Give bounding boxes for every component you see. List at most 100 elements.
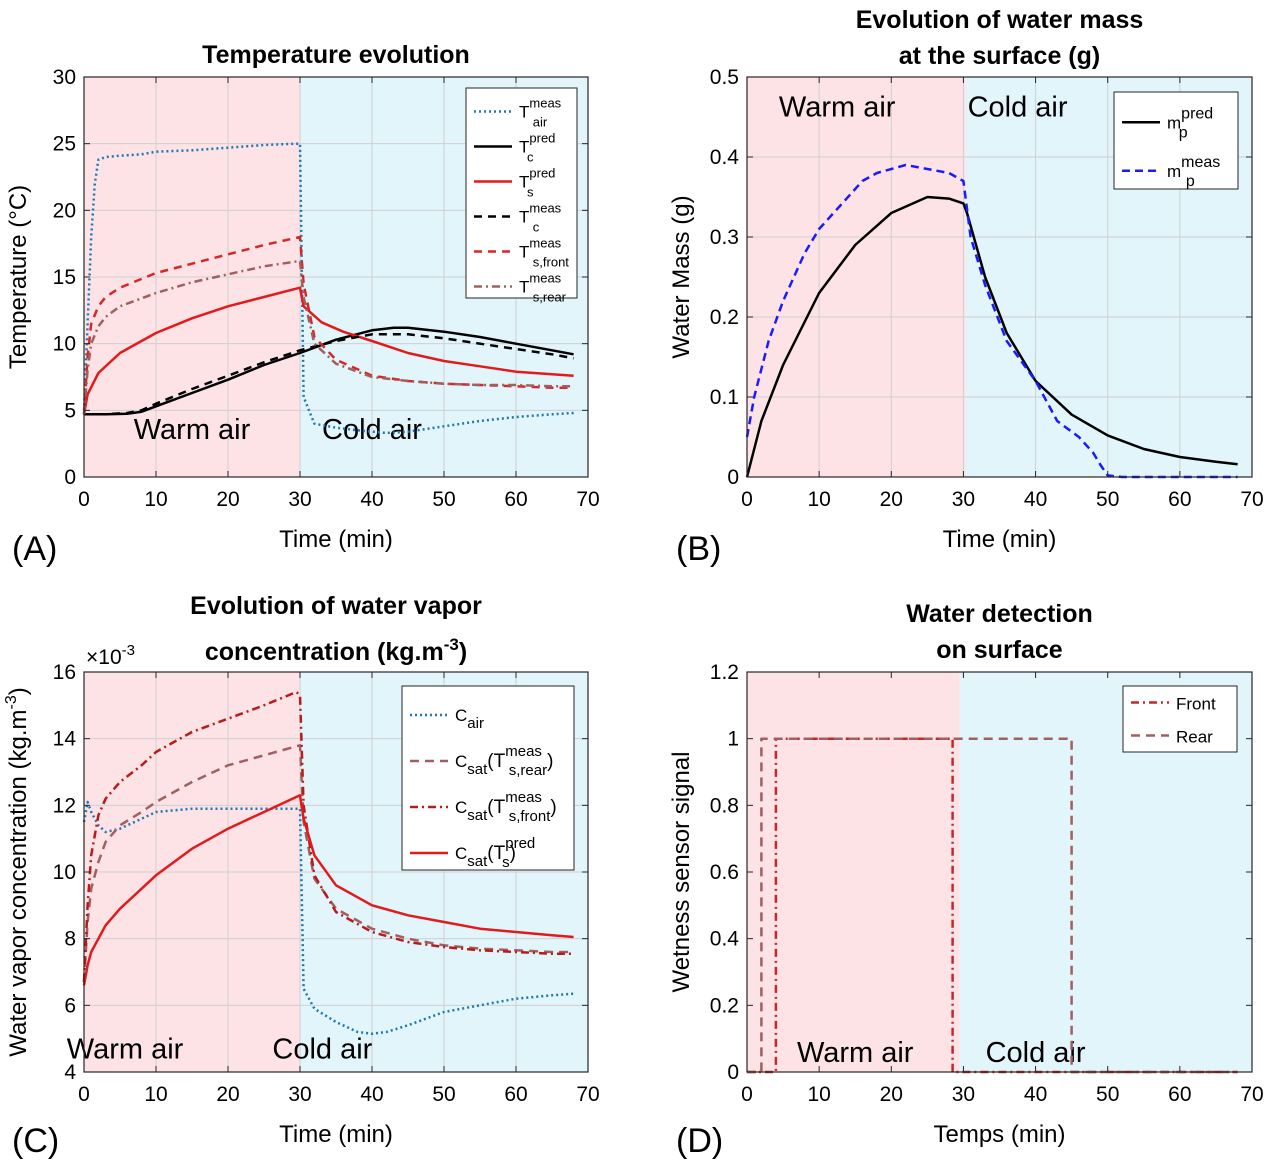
y-tick-label: 6 [64, 994, 76, 1017]
legend-subscript: s,front [533, 255, 570, 270]
y-tick-label: 0.4 [710, 146, 740, 169]
legend-inner-subscript: s,front [509, 808, 552, 825]
region-label-cold: Cold air [968, 92, 1068, 124]
chart-title-line: concentration (kg.m-3) [205, 635, 467, 666]
legend-subscript: s,rear [533, 290, 567, 305]
legend-subscript: sat [467, 853, 488, 870]
x-tick-label: 30 [952, 488, 975, 511]
panel-letter: (B) [676, 530, 721, 568]
legend-inner-symbol: (T [487, 751, 505, 772]
title-text: ) [459, 638, 467, 666]
x-tick-label: 30 [288, 488, 311, 511]
x-tick-label: 70 [576, 488, 599, 511]
legend-symbol: T [519, 278, 529, 297]
legend-symbol: T [519, 173, 529, 192]
chart-title-line: on surface [936, 636, 1063, 664]
legend-entry-4: Tmeas s,front [519, 236, 569, 270]
legend-superscript: pred [505, 835, 535, 852]
legend-symbol: m [1167, 113, 1181, 132]
legend-entry-3: Csat(Tpred s) [455, 835, 535, 871]
legend-superscript: meas [529, 236, 561, 251]
legend-subscript: air [533, 115, 548, 130]
legend-symbol: T [519, 103, 529, 122]
legend-superscript: meas [505, 743, 542, 760]
region-label-cold: Cold air [986, 1037, 1086, 1069]
legend-entry-0: mpred p [1167, 105, 1213, 141]
legend-subscript: c [533, 220, 540, 235]
legend-superscript: meas [505, 789, 542, 806]
x-tick-label: 20 [880, 1083, 903, 1106]
legend-entry-1: Rear [1176, 728, 1213, 747]
legend-superscript: meas [529, 96, 561, 111]
series-line-0 [82, 800, 574, 1035]
legend-inner-subscript: s [502, 854, 510, 871]
x-tick-label: 50 [1096, 488, 1119, 511]
x-tick-label: 20 [880, 488, 903, 511]
legend-close: ) [510, 843, 516, 864]
legend-close: ) [550, 797, 556, 818]
y-tick-label: 20 [53, 199, 76, 222]
legend-symbol: C [455, 706, 467, 725]
x-axis-label: Temps (min) [933, 1121, 1065, 1148]
legend-superscript: pred [529, 131, 555, 146]
x-tick-label: 70 [1240, 1083, 1263, 1106]
legend-entry-3: Tmeas c [519, 201, 562, 235]
series-line-2 [82, 690, 574, 983]
legend-superscript: pred [529, 166, 555, 181]
series-line-1 [747, 737, 1238, 1074]
x-tick-label: 40 [1024, 488, 1047, 511]
panel-letter: (D) [676, 1122, 723, 1160]
x-tick-label: 10 [144, 488, 167, 511]
legend-subscript: p [1186, 173, 1195, 190]
x-tick-label: 70 [576, 1083, 599, 1106]
panel-c: Warm air Cold air 0 10 20 30 40 50 60 70 4 6 8 10 12 14… [3, 592, 600, 1160]
x-tick-label: 0 [741, 1083, 753, 1106]
y-tick-label: 0.4 [710, 928, 740, 951]
legend-subscript: air [467, 715, 484, 732]
y-multiplier: ×10-3 [86, 642, 135, 669]
y-tick-label: 15 [53, 266, 76, 289]
panel-letter: (C) [12, 1122, 59, 1160]
x-tick-label: 40 [360, 1083, 383, 1106]
y-tick-label: 14 [53, 728, 77, 751]
legend-subscript: p [1179, 124, 1188, 141]
y-tick-label: 5 [64, 399, 76, 422]
legend-symbol: C [455, 752, 467, 771]
chart-title-line: Temperature evolution [202, 41, 470, 69]
legend-symbol: T [519, 243, 529, 262]
region-label-warm: Warm air [67, 1034, 184, 1066]
y-tick-label: 0.6 [710, 861, 739, 884]
y-axis-label: Water Mass (g) [668, 195, 695, 358]
x-tick-label: 30 [288, 1083, 311, 1106]
y-tick-label: 0.8 [710, 794, 739, 817]
panel-letter: (A) [12, 530, 57, 568]
series-line-3 [82, 794, 574, 986]
x-tick-label: 20 [216, 1083, 239, 1106]
y-axis-label: Water vapor concentration (kg.m-3) [3, 687, 32, 1056]
legend-subscript: sat [467, 807, 488, 824]
legend-entry-0: Cair [455, 706, 484, 732]
region-label-warm: Warm air [779, 92, 896, 124]
legend-symbol: C [455, 798, 467, 817]
series-line-0 [745, 195, 1238, 478]
series-line-1 [745, 163, 1238, 479]
legend-box [401, 685, 575, 871]
x-tick-label: 10 [807, 488, 830, 511]
legend-subscript: s [527, 185, 534, 200]
y-tick-label: 0 [727, 1061, 739, 1084]
y-label-text: ) [5, 687, 32, 695]
legend-inner-symbol: (T [487, 843, 505, 864]
series-line-2 [82, 286, 574, 415]
title-text: concentration (kg.m [205, 638, 444, 666]
y-tick-label: 10 [53, 861, 76, 884]
x-tick-label: 10 [807, 1083, 830, 1106]
region-label-cold: Cold air [322, 414, 422, 446]
region-warm [747, 672, 960, 1072]
legend-superscript: meas [1181, 154, 1220, 171]
y-tick-label: 30 [53, 66, 76, 89]
legend-close: ) [547, 751, 553, 772]
y-tick-label: 12 [53, 794, 76, 817]
legend-entry-2: Tpred s [519, 166, 555, 200]
series-line-5 [82, 259, 574, 415]
y-multiplier-exp: -3 [122, 642, 135, 659]
